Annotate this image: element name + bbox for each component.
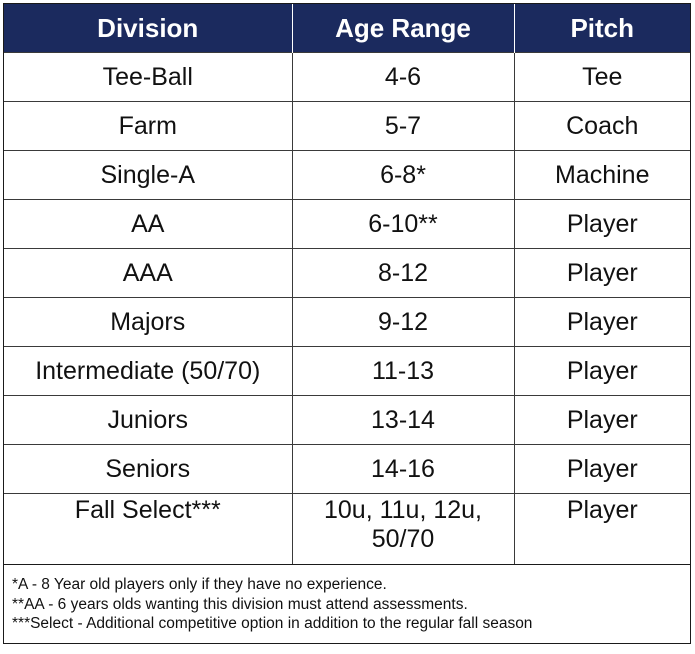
division-cell: Seniors	[4, 444, 292, 494]
table-row: Farm 5-7 Coach	[4, 101, 690, 151]
division-table: Division Age Range Pitch Tee-Ball 4-6 Te…	[4, 4, 690, 564]
division-cell: Juniors	[4, 395, 292, 445]
table-row: Majors 9-12 Player	[4, 297, 690, 347]
pitch-cell: Player	[513, 395, 690, 445]
division-table-card: Division Age Range Pitch Tee-Ball 4-6 Te…	[3, 3, 691, 644]
table-row: Intermediate (50/70) 11-13 Player	[4, 346, 690, 396]
pitch-cell: Player	[513, 248, 690, 298]
footnote-a: *A - 8 Year old players only if they hav…	[12, 576, 387, 593]
division-cell: Single-A	[4, 150, 292, 200]
age-range-cell: 5-7	[291, 101, 514, 151]
table-row: Tee-Ball 4-6 Tee	[4, 52, 690, 102]
pitch-cell: Tee	[513, 52, 690, 102]
age-range-cell: 9-12	[291, 297, 514, 347]
age-range-cell: 4-6	[291, 52, 514, 102]
pitch-cell: Player	[513, 199, 690, 249]
age-range-cell: 6-8*	[291, 150, 514, 200]
footnote-select: ***Select - Additional competitive optio…	[12, 615, 533, 632]
table-row: Single-A 6-8* Machine	[4, 150, 690, 200]
header-age-range: Age Range	[291, 4, 514, 53]
age-range-cell: 10u, 11u, 12u, 50/70	[291, 493, 514, 564]
table-row: AA 6-10** Player	[4, 199, 690, 249]
pitch-cell: Player	[513, 346, 690, 396]
table-row: Juniors 13-14 Player	[4, 395, 690, 445]
table-row: AAA 8-12 Player	[4, 248, 690, 298]
age-range-cell: 14-16	[291, 444, 514, 494]
division-cell: Farm	[4, 101, 292, 151]
table-row: Seniors 14-16 Player	[4, 444, 690, 494]
table-row: Fall Select*** 10u, 11u, 12u, 50/70 Play…	[4, 493, 690, 564]
age-range-cell: 13-14	[291, 395, 514, 445]
pitch-cell: Coach	[513, 101, 690, 151]
division-cell: AA	[4, 199, 292, 249]
header-division: Division	[4, 4, 292, 53]
pitch-cell: Player	[513, 297, 690, 347]
pitch-cell: Player	[513, 444, 690, 494]
header-pitch: Pitch	[513, 4, 690, 53]
footnotes: *A - 8 Year old players only if they hav…	[4, 564, 690, 643]
table-header-row: Division Age Range Pitch	[4, 4, 690, 53]
division-cell: Majors	[4, 297, 292, 347]
division-cell: AAA	[4, 248, 292, 298]
division-cell: Tee-Ball	[4, 52, 292, 102]
age-range-cell: 6-10**	[291, 199, 514, 249]
division-cell: Fall Select***	[4, 493, 292, 564]
pitch-cell: Player	[513, 493, 690, 564]
age-range-cell: 8-12	[291, 248, 514, 298]
age-range-cell: 11-13	[291, 346, 514, 396]
pitch-cell: Machine	[513, 150, 690, 200]
footnote-aa: **AA - 6 years olds wanting this divisio…	[12, 595, 468, 613]
division-cell: Intermediate (50/70)	[4, 346, 292, 396]
